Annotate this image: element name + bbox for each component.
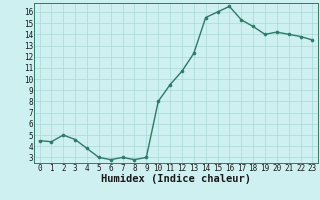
X-axis label: Humidex (Indice chaleur): Humidex (Indice chaleur)	[101, 174, 251, 184]
